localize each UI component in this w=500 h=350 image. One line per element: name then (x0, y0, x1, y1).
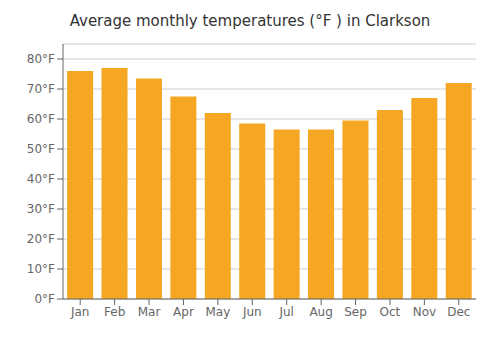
svg-text:Apr: Apr (173, 305, 194, 319)
svg-text:Aug: Aug (309, 305, 332, 319)
svg-text:Dec: Dec (447, 305, 470, 319)
svg-text:Oct: Oct (380, 305, 401, 319)
svg-text:40°F: 40°F (27, 172, 55, 186)
svg-text:50°F: 50°F (27, 142, 55, 156)
svg-text:Jun: Jun (242, 305, 262, 319)
svg-text:May: May (205, 305, 230, 319)
svg-text:70°F: 70°F (27, 82, 55, 96)
svg-text:Sep: Sep (344, 305, 367, 319)
svg-text:30°F: 30°F (27, 202, 55, 216)
svg-text:10°F: 10°F (27, 262, 55, 276)
html-text:Average monthly temperatures (: Average monthly temperatures (°F ) in Cl… (69, 12, 431, 30)
svg-text:Nov: Nov (413, 305, 436, 319)
svg-text:Jul: Jul (278, 305, 293, 319)
svg-text:Feb: Feb (104, 305, 125, 319)
svg-text:Mar: Mar (138, 305, 161, 319)
svg-text:80°F: 80°F (27, 52, 55, 66)
svg-text:Jan: Jan (70, 305, 90, 319)
svg-text:20°F: 20°F (27, 232, 55, 246)
svg-text:0°F: 0°F (34, 292, 55, 306)
svg-text:60°F: 60°F (27, 112, 55, 126)
